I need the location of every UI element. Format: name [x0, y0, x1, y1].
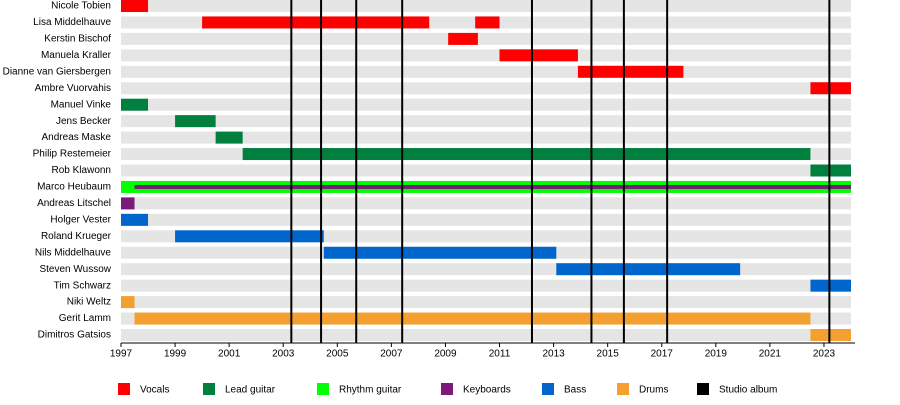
x-tick-label: 2021 [759, 349, 782, 360]
member-label: Andreas Maske [42, 132, 112, 143]
row-background [121, 0, 851, 12]
row-background [121, 197, 851, 210]
member-label: Nicole Tobien [51, 1, 111, 12]
member-label: Manuel Vinke [51, 99, 112, 110]
member-label: Kerstin Bischof [44, 34, 111, 45]
member-bar [323, 246, 557, 259]
legend-swatch [118, 383, 130, 395]
member-bar [134, 312, 811, 325]
row-background [121, 164, 851, 177]
x-tick-label: 2001 [218, 349, 241, 360]
legend-swatch [697, 383, 709, 395]
row-background [121, 329, 851, 341]
member-bar [810, 82, 851, 95]
member-label: Dimitros Gatsios [38, 330, 111, 341]
member-bar [134, 184, 851, 189]
member-label: Jens Becker [56, 116, 112, 127]
member-label: Tim Schwarz [54, 280, 111, 291]
legend-swatch [617, 383, 629, 395]
legend-swatch [203, 383, 215, 395]
legend-swatch [542, 383, 554, 395]
member-bar [475, 16, 500, 29]
x-tick-label: 2017 [651, 349, 674, 360]
member-label: Steven Wussow [39, 264, 111, 275]
x-tick-label: 2007 [380, 349, 403, 360]
row-background [121, 32, 851, 45]
member-label: Ambre Vuorvahis [35, 83, 111, 94]
member-bar [175, 115, 216, 128]
x-tick-label: 2019 [705, 349, 728, 360]
x-tick-label: 2015 [597, 349, 620, 360]
legend-label: Keyboards [463, 385, 511, 396]
member-label: Lisa Middelhauve [33, 17, 111, 28]
member-bar [121, 197, 135, 210]
member-bar [499, 49, 578, 62]
member-bar [556, 263, 741, 276]
member-bar [577, 65, 684, 78]
row-background [121, 279, 851, 292]
member-label: Philip Restemeier [33, 149, 112, 160]
x-tick-label: 2009 [434, 349, 457, 360]
member-label: Gerit Lamm [59, 313, 111, 324]
x-tick-label: 1997 [110, 349, 133, 360]
member-label: Marco Heubaum [37, 182, 111, 193]
row-background [121, 98, 851, 111]
row-background [121, 49, 851, 62]
member-label: Rob Klawonn [52, 165, 111, 176]
legend-label: Drums [639, 385, 668, 396]
x-tick-label: 1999 [164, 349, 187, 360]
legend-swatch [317, 383, 329, 395]
row-background [121, 115, 851, 128]
member-bar [175, 230, 324, 243]
member-label: Niki Weltz [67, 297, 111, 308]
x-tick-label: 2011 [489, 349, 511, 360]
member-label: Roland Krueger [41, 231, 112, 242]
member-bar [121, 296, 135, 309]
legend-label: Rhythm guitar [339, 385, 402, 396]
member-bar [121, 98, 149, 111]
row-background [121, 65, 851, 78]
legend-label: Studio album [719, 385, 777, 396]
member-bar [810, 279, 851, 292]
member-label: Andreas Litschel [37, 198, 111, 209]
row-background [121, 213, 851, 226]
member-label: Manuela Kraller [41, 50, 112, 61]
x-tick-label: 2013 [542, 349, 565, 360]
row-background [121, 263, 851, 276]
member-bar [810, 164, 851, 177]
member-bar [202, 16, 430, 29]
legend-label: Lead guitar [225, 385, 276, 396]
x-tick-label: 2005 [326, 349, 349, 360]
row-background [121, 82, 851, 95]
member-bar [121, 0, 149, 12]
x-tick-label: 2023 [813, 349, 836, 360]
member-label: Nils Middelhauve [35, 247, 112, 258]
member-bar [242, 148, 811, 161]
row-background [121, 131, 851, 144]
member-label: Dianne van Giersbergen [3, 66, 111, 77]
legend-swatch [441, 383, 453, 395]
legend-label: Bass [564, 385, 586, 396]
member-bar [810, 329, 851, 341]
member-bar [121, 213, 149, 226]
member-label: Holger Vester [50, 214, 111, 225]
row-background [121, 296, 851, 309]
member-bar [215, 131, 243, 144]
x-tick-label: 2003 [272, 349, 295, 360]
legend-label: Vocals [140, 385, 169, 396]
member-bar [448, 32, 478, 45]
